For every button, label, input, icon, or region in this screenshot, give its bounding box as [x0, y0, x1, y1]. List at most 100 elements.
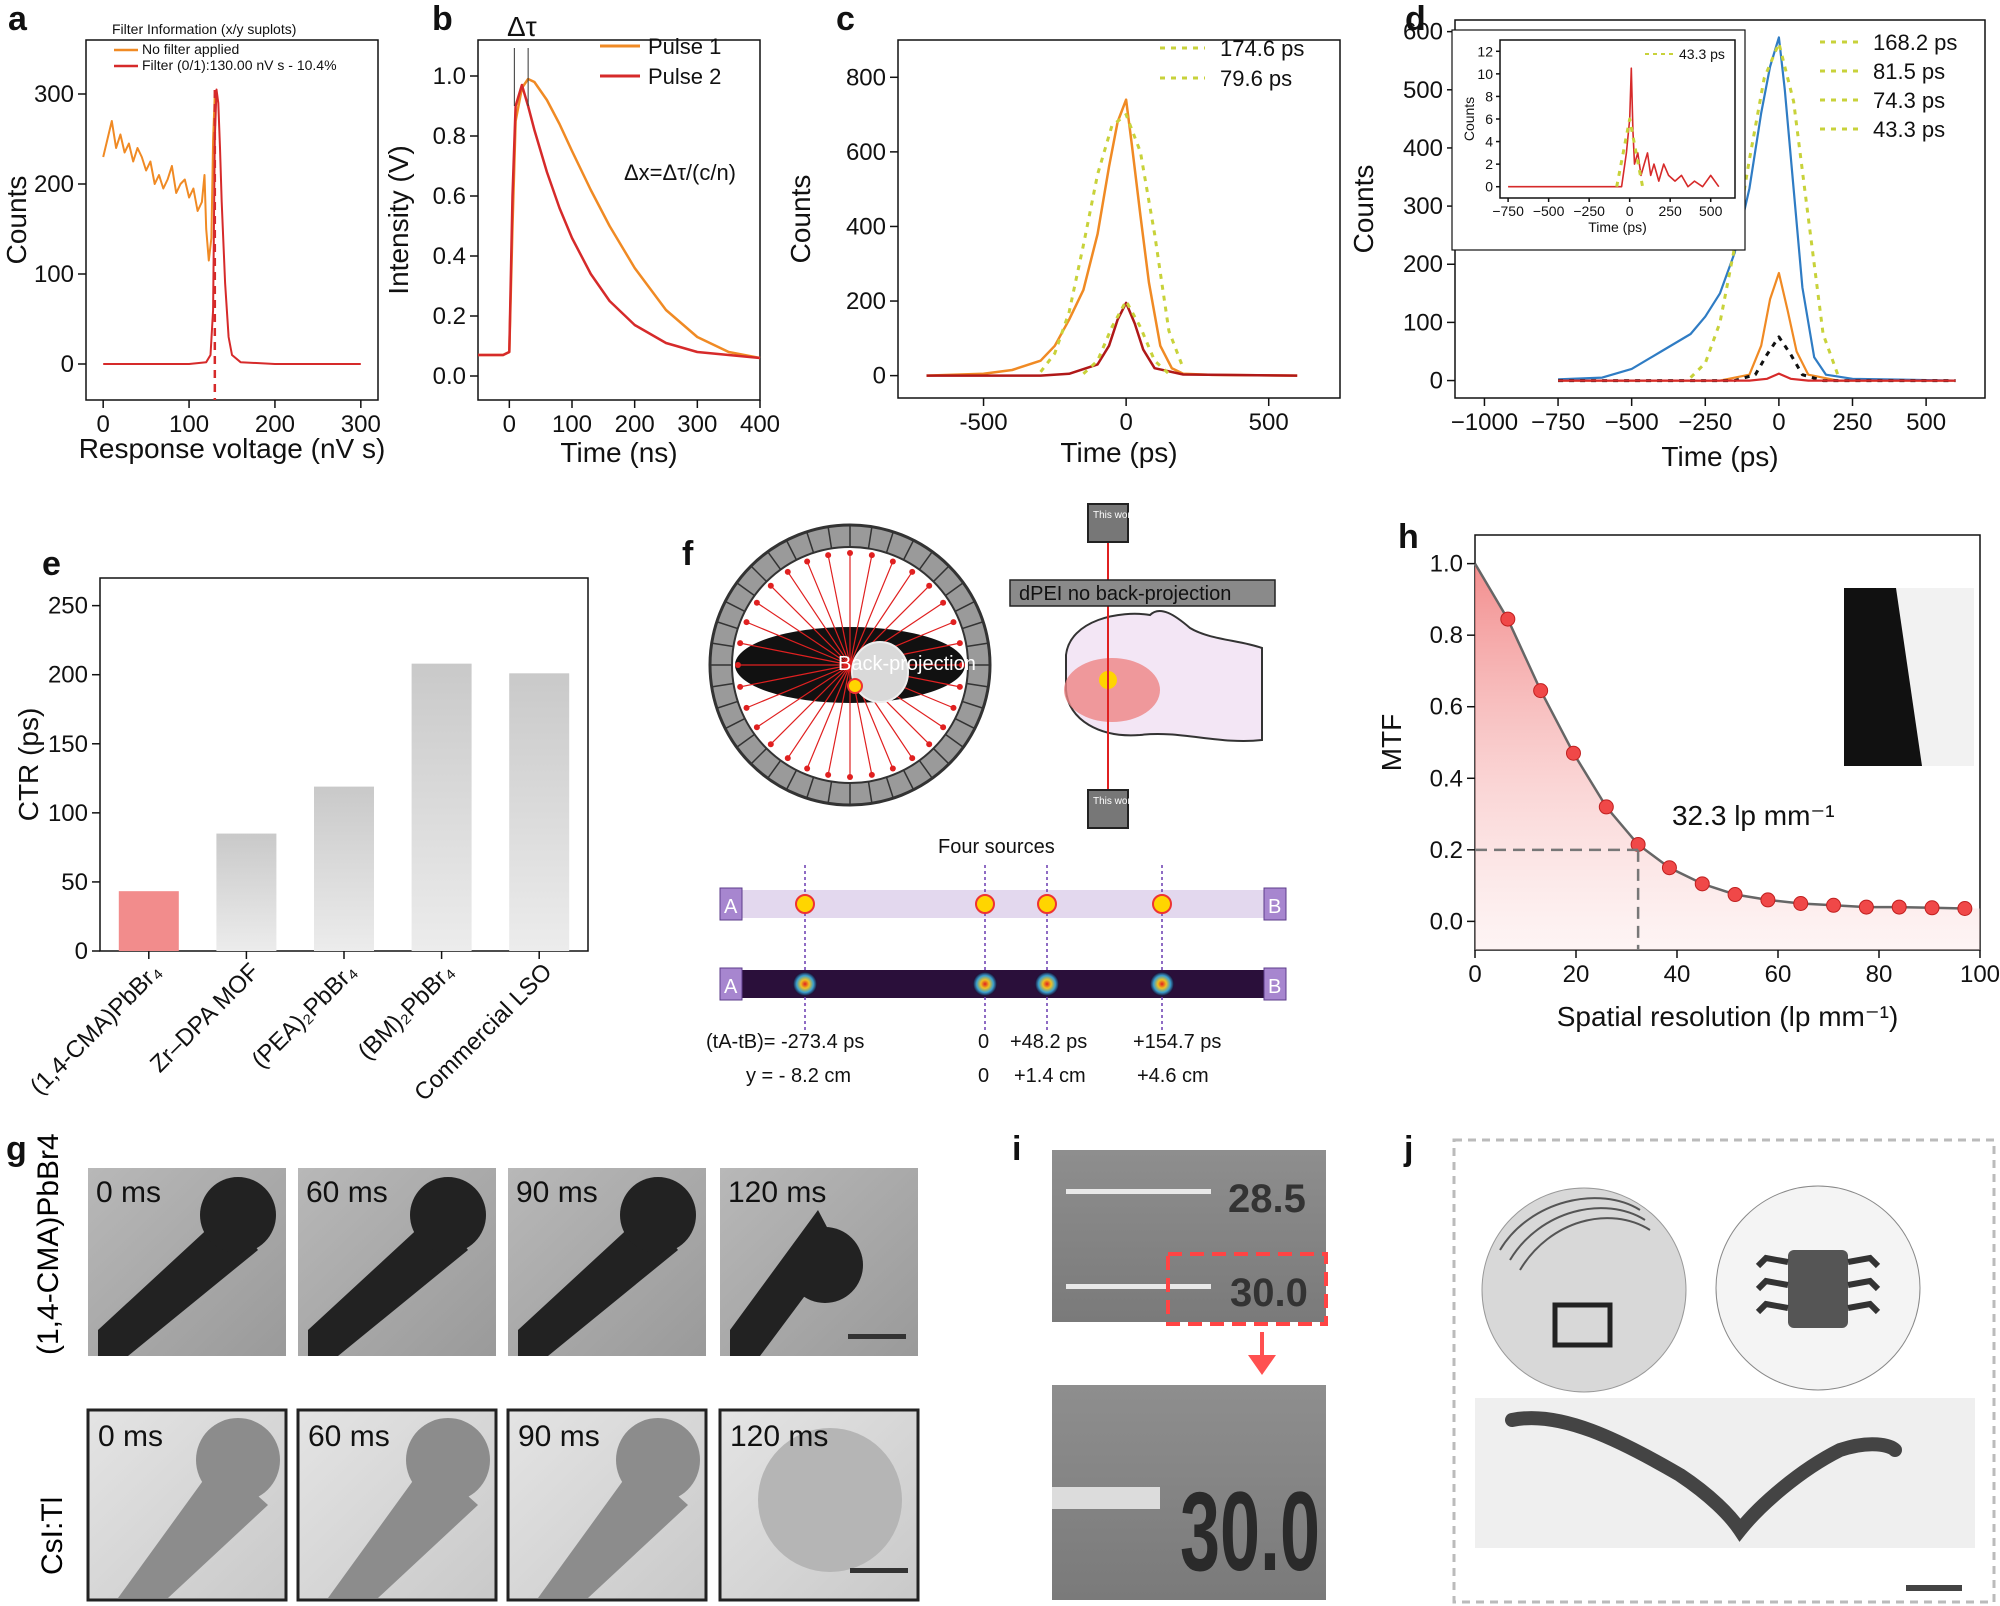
g-scale-bar-bottom [850, 1568, 908, 1573]
y-tick-label: 0.4 [1430, 765, 1463, 792]
panel-j-images [1452, 1138, 1996, 1604]
ray-head [804, 558, 811, 565]
i-arrow-icon [1248, 1332, 1276, 1375]
x-tick-label: −750 [1531, 409, 1585, 436]
ring-divider [736, 582, 755, 597]
ring-divider [954, 717, 976, 730]
x-tick-label: −500 [1605, 409, 1659, 436]
position-1: 0 [978, 1065, 989, 1087]
x-tick-label: 100 [169, 411, 209, 438]
plot-frame [897, 39, 1341, 399]
chart-d: −1000 −750 −500 −250 0 250 5000100200300400500… [1348, 19, 1986, 472]
ring-divider [961, 700, 984, 709]
detector-bottom [1087, 789, 1129, 829]
x-axis-label: Time (ps) [1588, 219, 1647, 235]
end-b-top-label: B [1268, 896, 1281, 918]
ray [768, 583, 851, 666]
x-tick-label: 0 [1468, 961, 1481, 988]
x-tick-label: 300 [677, 411, 717, 438]
x-tick-label: 400 [740, 411, 780, 438]
y-tick-label: 250 [48, 593, 88, 620]
y-tick-label: 0 [1430, 368, 1443, 395]
screw-head [620, 1177, 696, 1253]
ray [754, 601, 851, 666]
detector-top-label: This work [1093, 510, 1137, 521]
ring-divider [932, 565, 950, 583]
y-tick-label: 1.0 [1430, 551, 1463, 578]
ring-divider [867, 781, 873, 804]
time-2: +48.2 ps [1010, 1031, 1087, 1053]
ray-head [909, 755, 916, 762]
ic-pin [1847, 1254, 1881, 1269]
ring-divider [767, 760, 782, 779]
x-tick-label: 0 [1119, 409, 1132, 436]
legend-entry: 81.5 ps [1873, 59, 1945, 84]
ray [827, 664, 851, 777]
x-tick-label: 500 [1699, 203, 1723, 219]
series-d-4 [1689, 41, 1840, 379]
series-d-0 [1558, 36, 1956, 382]
y-axis-label: Counts [785, 175, 816, 264]
ray [738, 664, 851, 688]
inset-legend-entry: 43.3 ps [1679, 46, 1725, 62]
ic-pin [1847, 1300, 1881, 1315]
ring-divider [885, 776, 894, 799]
mtf-point [1533, 683, 1549, 699]
y-tick-label: 0.6 [433, 183, 466, 210]
x-tick-label: 0 [1772, 409, 1785, 436]
ring-divider [945, 582, 964, 597]
ring-divider [711, 642, 734, 648]
tissue-region [1064, 658, 1160, 722]
x-tick-label: 250 [1658, 203, 1682, 219]
y-tick-label: 0 [75, 938, 88, 965]
panel-letter-a: a [8, 0, 28, 38]
i-number-1: 28.5 [1228, 1177, 1306, 1221]
ring-divider [902, 769, 915, 791]
mtf-point [1957, 901, 1973, 916]
ray [805, 664, 851, 771]
legend-title: Filter Information (x/y suplots) [112, 21, 296, 37]
row1-label: (1,4-CMA)PbBr4 [32, 1133, 65, 1355]
ray-head [959, 662, 965, 668]
inset-series-0 [1508, 67, 1720, 188]
mtf-line [1473, 562, 1965, 910]
y-axis-label: CTR (ps) [13, 708, 44, 822]
ray [827, 553, 851, 666]
mtf-point [1891, 899, 1907, 915]
end-b-bottom [1263, 967, 1287, 1001]
end-a-bottom [719, 967, 743, 1001]
ic-pin [1755, 1277, 1789, 1292]
ray-head [784, 568, 791, 575]
g-bottom-time: 90 ms [518, 1420, 600, 1453]
screw-head [200, 1177, 276, 1253]
source-bar-light [738, 890, 1278, 918]
mtf-point [1565, 745, 1581, 761]
y-axis-label: Counts [1348, 165, 1379, 254]
series-d-2 [1558, 335, 1956, 383]
i-line-2 [1066, 1284, 1211, 1289]
x-axis-label: Time (ps) [1060, 437, 1177, 468]
ray-head [868, 771, 875, 778]
detector-top [1087, 503, 1129, 543]
x-tick-label: 0 [1626, 203, 1634, 219]
plot-frame [477, 39, 761, 401]
panel-letter-g: g [6, 1130, 27, 1168]
x-tick-label: 100 [552, 411, 592, 438]
mtf-area [1475, 563, 1980, 950]
ring-divider [918, 760, 933, 779]
legend-entry: 74.3 ps [1873, 88, 1945, 113]
mtf-point [1598, 799, 1614, 815]
y-tick-label: 0.2 [1430, 837, 1463, 864]
source-star [795, 894, 815, 914]
ring-divider [711, 682, 734, 688]
ray [849, 559, 895, 666]
ray-head [767, 582, 774, 589]
y-axis-label: Counts [1, 176, 32, 265]
y-tick-label: 0.2 [433, 303, 466, 330]
ray-head [743, 704, 750, 711]
bar-3 [411, 663, 472, 951]
y-axis-label: MTF [1376, 714, 1407, 772]
inset-background [1451, 29, 1746, 251]
series-d-3 [1558, 372, 1956, 382]
g-top-time: 60 ms [306, 1176, 388, 1209]
